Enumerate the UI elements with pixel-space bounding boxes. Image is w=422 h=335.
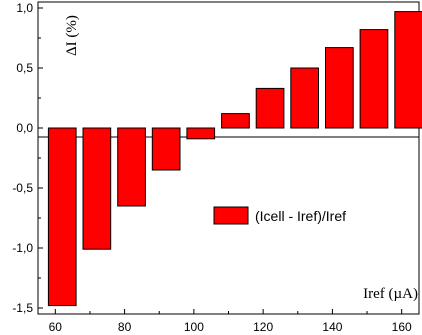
bar [359,29,389,129]
bar [117,127,146,207]
bar [151,127,181,171]
y-tick-label: -0,5 [12,181,33,195]
x-tick-label: 140 [322,320,342,334]
y-tick-label: 1,0 [16,1,33,15]
bar-series [47,11,422,307]
bar [394,11,422,129]
x-tick-label: 60 [49,320,63,334]
x-tick-label: 160 [392,320,412,334]
y-tick-label: 0,5 [16,61,33,75]
y-axis-label: ΔI (%) [64,15,80,56]
x-axis: 60 80 100 120 140 160 [49,309,412,334]
y-tick-label: -1,5 [12,301,33,315]
legend-label: (Icell - Iref)/Iref [255,208,346,224]
bar [221,113,250,129]
x-tick-label: 100 [184,320,204,334]
x-tick-label: 120 [253,320,273,334]
bar [186,127,216,140]
x-axis-label: Iref (µA) [363,286,418,302]
bar [82,127,112,250]
legend-swatch [213,206,249,225]
x-tick-label: 80 [118,320,132,334]
bar [325,47,354,129]
bar [255,87,285,129]
y-tick-label: 0,0 [16,121,33,135]
bar [47,127,77,307]
bar [290,67,319,129]
legend: (Icell - Iref)/Iref [213,206,346,225]
y-tick-label: -1,0 [12,241,33,255]
y-axis: -1,5 -1,0 -0,5 0,0 0,5 1,0 [12,1,43,315]
